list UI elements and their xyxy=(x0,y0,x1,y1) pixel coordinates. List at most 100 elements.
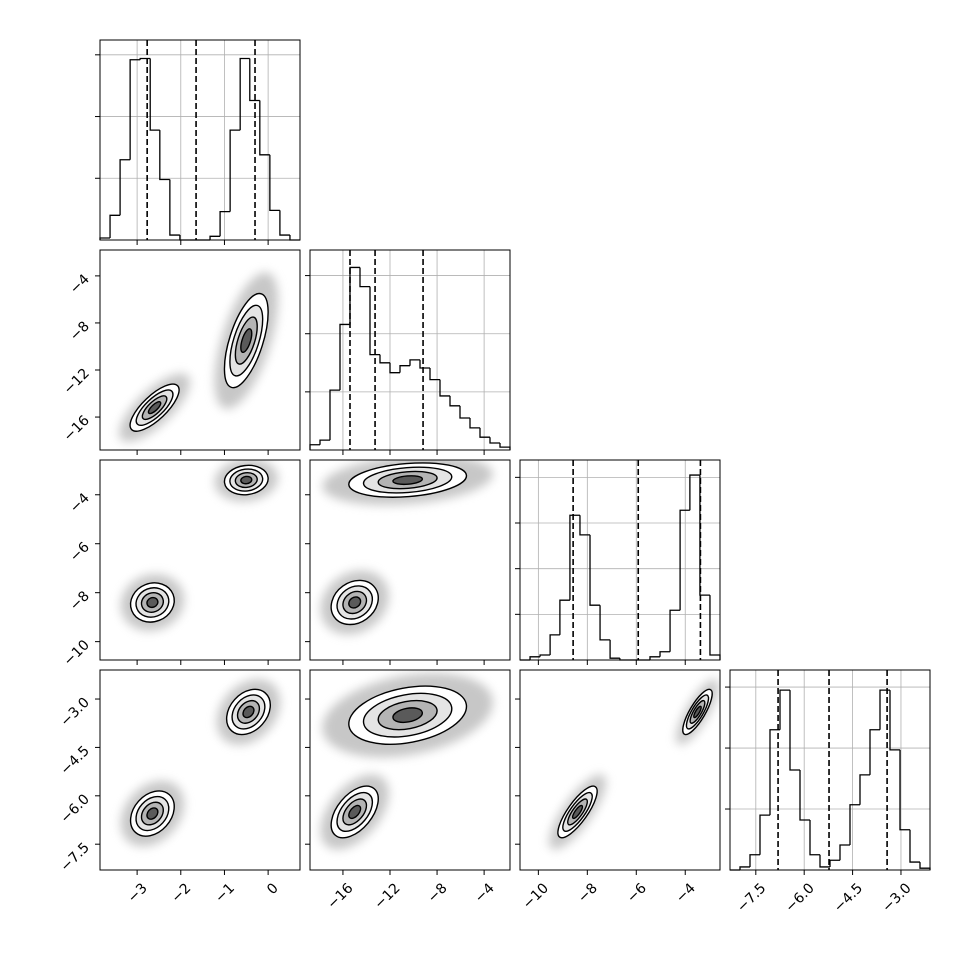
y-tick-label: −12 xyxy=(61,366,93,398)
histogram-bin xyxy=(749,854,760,867)
histogram-bin xyxy=(899,749,910,831)
histogram-bin xyxy=(839,844,850,861)
x-tick-label: −8 xyxy=(425,880,451,906)
histogram-bin xyxy=(159,130,170,181)
histogram-bin xyxy=(659,651,671,657)
histogram-bin xyxy=(819,854,830,868)
histogram-bin xyxy=(409,359,420,366)
histogram-bin xyxy=(449,395,460,407)
x-tick-label: −4.5 xyxy=(831,880,866,915)
density-contour xyxy=(392,475,424,486)
histogram-bin xyxy=(579,515,591,536)
histogram-bin xyxy=(339,323,350,391)
histogram-bin xyxy=(229,129,241,212)
x-tick-label: −6.0 xyxy=(782,880,817,915)
histogram-bin xyxy=(429,368,440,381)
x-tick-label: −3 xyxy=(125,880,151,906)
histogram-bin xyxy=(799,770,810,821)
y-tick-label: −8 xyxy=(67,588,93,614)
histogram-bin xyxy=(829,859,840,867)
histogram-bin xyxy=(919,862,931,870)
y-tick-label: −7.5 xyxy=(57,840,92,875)
histogram-bin xyxy=(319,439,330,445)
histogram-bin xyxy=(239,57,250,131)
histogram-bin xyxy=(759,814,770,855)
histogram-bin xyxy=(149,58,160,131)
x-tick-label: −12 xyxy=(371,880,403,912)
density-contour xyxy=(693,705,702,719)
histogram-bin xyxy=(589,534,601,606)
density-contour xyxy=(240,475,253,485)
panel-frame xyxy=(99,459,301,661)
histogram-bin xyxy=(769,729,780,816)
histogram-bin xyxy=(389,362,400,374)
panel-frame xyxy=(99,39,301,241)
histogram-bin xyxy=(599,605,611,641)
density-contour xyxy=(146,807,159,820)
density-contour xyxy=(348,804,362,820)
panel-frame xyxy=(519,669,721,871)
histogram-bin xyxy=(539,654,551,657)
histogram-bin xyxy=(499,443,511,450)
histogram-bin xyxy=(679,509,690,611)
y-tick-label: −4 xyxy=(67,490,93,516)
histogram-bin xyxy=(489,437,500,444)
histogram-bin xyxy=(309,444,320,450)
histogram-bin xyxy=(699,475,710,596)
density-panel xyxy=(320,460,493,635)
histogram-bin xyxy=(419,359,430,369)
histogram-bin xyxy=(439,379,450,397)
x-tick-label: −3.0 xyxy=(879,880,914,915)
histogram-bin xyxy=(269,154,280,212)
histogram-bin xyxy=(139,57,151,60)
histogram-bin xyxy=(549,634,560,655)
y-tick-label: −6.0 xyxy=(57,791,92,826)
density-panel xyxy=(549,679,719,850)
panel-frame xyxy=(519,459,721,661)
histogram-bin xyxy=(119,159,131,216)
histogram-bin xyxy=(609,639,620,659)
density-contour xyxy=(571,804,584,820)
histogram-bin xyxy=(479,427,490,438)
histogram-bin xyxy=(739,866,750,870)
histogram-bin xyxy=(859,774,870,805)
histogram-bin xyxy=(889,690,900,751)
density-panel xyxy=(320,673,493,850)
histogram-bin xyxy=(789,690,800,771)
histogram-bin xyxy=(529,656,541,660)
histogram-bin xyxy=(359,267,370,288)
panel-frame xyxy=(309,249,511,451)
x-tick-label: −8 xyxy=(575,880,601,906)
histogram-bin xyxy=(109,214,121,239)
x-tick-label: −2 xyxy=(168,880,194,906)
histogram-bin xyxy=(469,418,480,429)
histogram-bin xyxy=(249,58,260,102)
histogram-bin xyxy=(209,235,221,240)
density-contour xyxy=(392,707,424,724)
histogram-bin xyxy=(779,689,790,730)
x-tick-label: −7.5 xyxy=(734,880,769,915)
density-panel xyxy=(120,460,278,631)
x-tick-label: 0 xyxy=(264,880,282,898)
histogram-bin xyxy=(329,389,340,441)
x-tick-label: −10 xyxy=(520,880,552,912)
histogram-bin xyxy=(879,689,890,730)
histogram-bin xyxy=(289,235,300,241)
y-tick-label: −4.5 xyxy=(57,743,92,778)
histogram-bin xyxy=(909,829,920,863)
panel-frame xyxy=(99,249,301,451)
histogram-bin xyxy=(369,286,380,356)
panel-frame xyxy=(309,459,511,661)
y-tick-label: −16 xyxy=(61,413,93,445)
x-tick-label: −4 xyxy=(472,880,498,906)
histogram-bin xyxy=(129,59,141,160)
histogram-bin xyxy=(869,729,880,775)
histogram-bin xyxy=(279,210,290,236)
x-tick-label: −6 xyxy=(624,880,650,906)
y-tick-label: −10 xyxy=(61,637,93,669)
y-tick-label: −8 xyxy=(67,318,93,344)
histogram-bin xyxy=(259,100,270,156)
histogram-bin xyxy=(709,595,721,660)
